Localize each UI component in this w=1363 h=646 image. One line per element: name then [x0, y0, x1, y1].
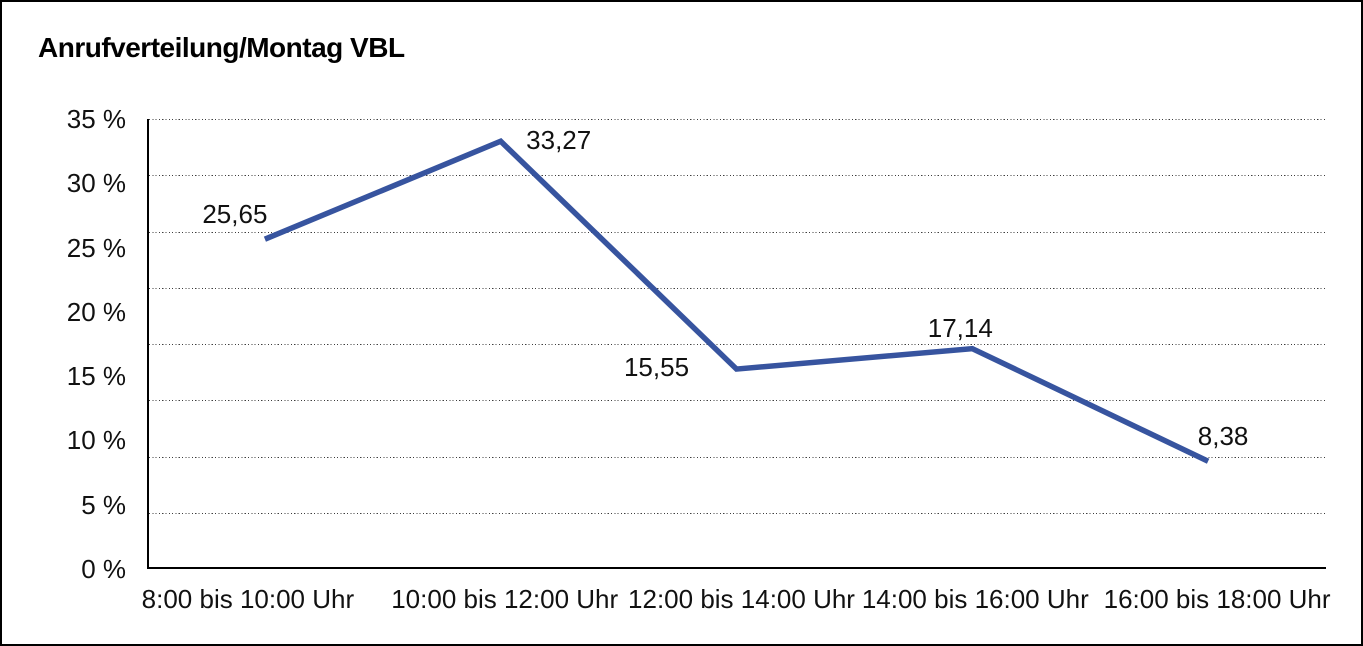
chart-title: Anrufverteilung/Montag VBL	[38, 32, 405, 63]
gridline	[149, 512, 1326, 514]
y-tick-label: 5 %	[81, 489, 126, 520]
data-point-label: 15,55	[623, 352, 690, 383]
series-polyline	[263, 138, 1210, 464]
x-category-label: 10:00 bis 12:00 Uhr	[391, 584, 619, 614]
y-tick-label: 0 %	[81, 554, 126, 584]
x-category-label: 8:00 bis 10:00 Uhr	[141, 584, 355, 614]
x-category-label: 16:00 bis 18:00 Uhr	[1103, 584, 1331, 614]
data-point-label: 25,65	[202, 199, 268, 230]
line-series	[263, 138, 1210, 464]
data-point-label: 8,38	[1197, 421, 1249, 452]
gridline	[149, 456, 1326, 458]
gridline	[149, 231, 1326, 233]
y-tick-label: 15 %	[66, 361, 126, 392]
gridline	[149, 344, 1326, 345]
x-category-label: 12:00 bis 14:00 Uhr	[628, 584, 855, 614]
y-tick-label: 25 %	[66, 232, 126, 263]
data-point-label: 33,27	[526, 125, 592, 156]
gridline	[149, 400, 1326, 402]
gridline	[149, 119, 1326, 120]
y-tick-label: 35 %	[66, 104, 126, 134]
y-tick-label: 30 %	[66, 168, 126, 199]
gridline	[149, 287, 1326, 289]
gridline	[149, 175, 1326, 177]
y-tick-label: 20 %	[66, 296, 126, 327]
y-tick-label: 10 %	[66, 425, 126, 456]
x-category-label: 14:00 bis 16:00 Uhr	[861, 584, 1089, 614]
data-point-label: 17,14	[927, 312, 993, 343]
plot-area	[147, 119, 1326, 569]
